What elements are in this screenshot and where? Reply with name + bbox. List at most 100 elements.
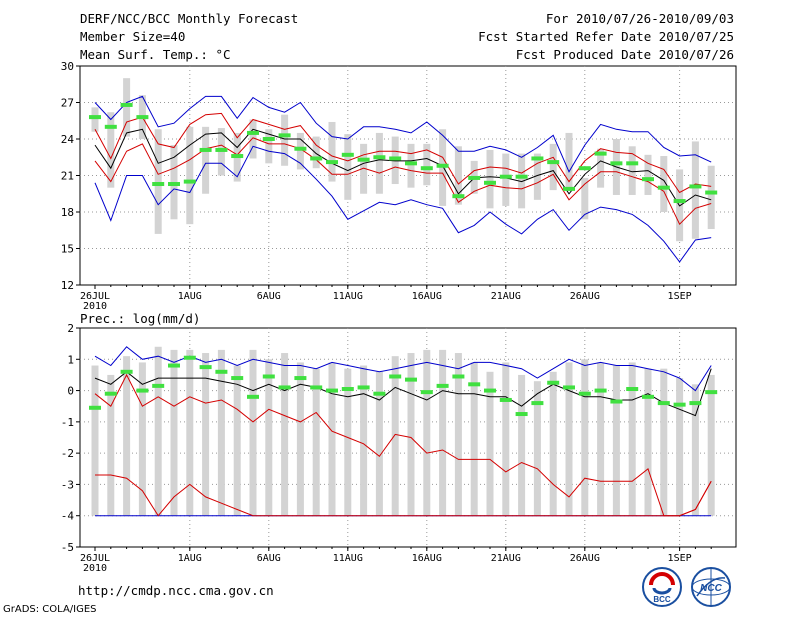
p2-ensemble-marker: [199, 365, 212, 370]
p2-spread-box: [470, 362, 478, 516]
p1-ensemble-marker: [215, 147, 228, 152]
p2-ensemble-marker: [183, 355, 196, 360]
p2-ensemble-marker: [563, 385, 575, 390]
p1-ensemble-marker: [104, 124, 117, 129]
p2-spread-box: [391, 356, 399, 516]
p1-ensemble-marker: [168, 182, 180, 187]
p1-y-tick-label: 24: [61, 133, 75, 146]
p2-panel-title: Prec.: log(mm/d): [80, 311, 200, 326]
p1-ensemble-marker: [515, 174, 528, 179]
p1-x-tick-label: 1AUG: [178, 291, 202, 302]
p2-ensemble-marker: [247, 394, 259, 399]
p1-ensemble-marker: [152, 182, 165, 187]
p2-ensemble-marker: [499, 397, 512, 402]
p1-spread-box: [660, 156, 668, 212]
p1-spread-box: [644, 154, 652, 195]
p1-ensemble-marker: [578, 166, 591, 171]
source-url[interactable]: http://cmdp.ncc.cma.gov.cn: [78, 583, 274, 598]
p1-ensemble-marker: [436, 163, 449, 168]
forecast-period: For 2010/07/26-2010/09/03: [545, 11, 734, 26]
p1-x-tick-label: 26JUL: [80, 291, 110, 302]
bcc-logo: BCC: [642, 567, 682, 607]
p1-ensemble-marker: [199, 147, 212, 152]
p1-ensemble-marker: [89, 115, 101, 120]
p2-spread-box: [533, 381, 541, 516]
p2-x-tick-label: 16AUG: [412, 553, 442, 564]
p1-spread-box: [518, 153, 526, 209]
p1-y-tick-label: 18: [61, 206, 74, 219]
p1-ensemble-marker: [468, 175, 481, 180]
chart-title: DERF/NCC/BCC Monthly Forecast: [80, 11, 299, 26]
p2-spread-box: [360, 365, 368, 516]
p2-spread-box: [628, 362, 636, 516]
p2-y-tick-label: -5: [61, 541, 74, 554]
p2-y-tick-label: -3: [61, 478, 74, 491]
p1-spread-box: [423, 143, 431, 186]
p2-spread-box: [581, 359, 589, 516]
p1-spread-box: [91, 107, 99, 132]
p2-ensemble-marker: [452, 374, 465, 379]
p1-spread-box: [312, 136, 320, 169]
p1-spread-box: [486, 149, 494, 209]
p1-x-tick-label: 16AUG: [412, 291, 442, 302]
p1-y-tick-label: 15: [61, 243, 74, 256]
p1-spread-box: [691, 141, 699, 239]
p2-spread-box: [518, 374, 526, 516]
p2-spread-box: [676, 378, 684, 516]
p2-spread-box: [486, 371, 494, 516]
p2-spread-box: [454, 353, 462, 516]
p1-ensemble-marker: [373, 155, 386, 160]
p2-y-tick-label: -2: [61, 447, 74, 460]
p1-spread-box: [186, 126, 194, 225]
p1-ensemble-marker: [310, 156, 323, 161]
p1-y-tick-label: 12: [61, 279, 74, 292]
p1-ensemble-marker: [452, 194, 465, 199]
p2-ensemble-marker: [168, 363, 180, 368]
p2-ensemble-marker: [326, 388, 338, 393]
p1-ensemble-marker: [247, 130, 259, 135]
p2-spread-box: [91, 365, 99, 516]
p2-spread-box: [502, 362, 510, 516]
p1-spread-box: [502, 153, 510, 206]
p2-spread-box: [597, 362, 605, 516]
p1-ensemble-marker: [294, 146, 307, 151]
p2-series-line-mean: [94, 368, 712, 417]
bcc-logo-text: BCC: [653, 595, 671, 604]
p1-spread-box: [549, 143, 557, 191]
p1-y-tick-label: 30: [61, 60, 74, 73]
p2-x-year-label: 2010: [83, 563, 107, 574]
p2-ensemble-marker: [294, 376, 307, 381]
p2-series-line-q_high: [94, 373, 712, 517]
p1-ensemble-marker: [341, 152, 354, 157]
p1-series-line-q_high: [94, 112, 712, 194]
p2-spread-box: [375, 371, 383, 516]
p1-spread-box: [265, 129, 273, 164]
fcst-started-date: Fcst Started Refer Date 2010/07/25: [478, 29, 734, 44]
p1-x-tick-label: 11AUG: [333, 291, 363, 302]
p2-ensemble-marker: [341, 387, 354, 392]
p1-spread-box: [454, 146, 462, 205]
p1-ensemble-marker: [231, 154, 244, 159]
p2-ensemble-marker: [389, 374, 402, 379]
p2-spread-box: [154, 346, 162, 516]
p1-y-tick-label: 21: [61, 170, 74, 183]
p2-ensemble-marker: [104, 391, 117, 396]
p1-ensemble-marker: [626, 161, 639, 166]
p1-x-tick-label: 1SEP: [668, 291, 692, 302]
p2-spread-box: [644, 368, 652, 516]
p2-ensemble-marker: [626, 387, 639, 392]
p2-ensemble-marker: [152, 383, 165, 388]
ncc-logo-text: NCC: [700, 583, 722, 594]
p2-ensemble-marker: [136, 388, 149, 393]
p2-spread-box: [281, 353, 289, 516]
p1-ensemble-marker: [705, 190, 718, 195]
p1-spread-box: [407, 143, 415, 188]
p1-ensemble-marker: [405, 161, 417, 166]
p1-ensemble-marker: [642, 177, 654, 182]
p2-ensemble-marker: [357, 385, 370, 390]
p1-y-tick-label: 27: [61, 97, 74, 110]
p1-ensemble-marker: [531, 156, 544, 161]
p2-spread-box: [407, 353, 415, 516]
p2-x-tick-label: 21AUG: [491, 553, 521, 564]
